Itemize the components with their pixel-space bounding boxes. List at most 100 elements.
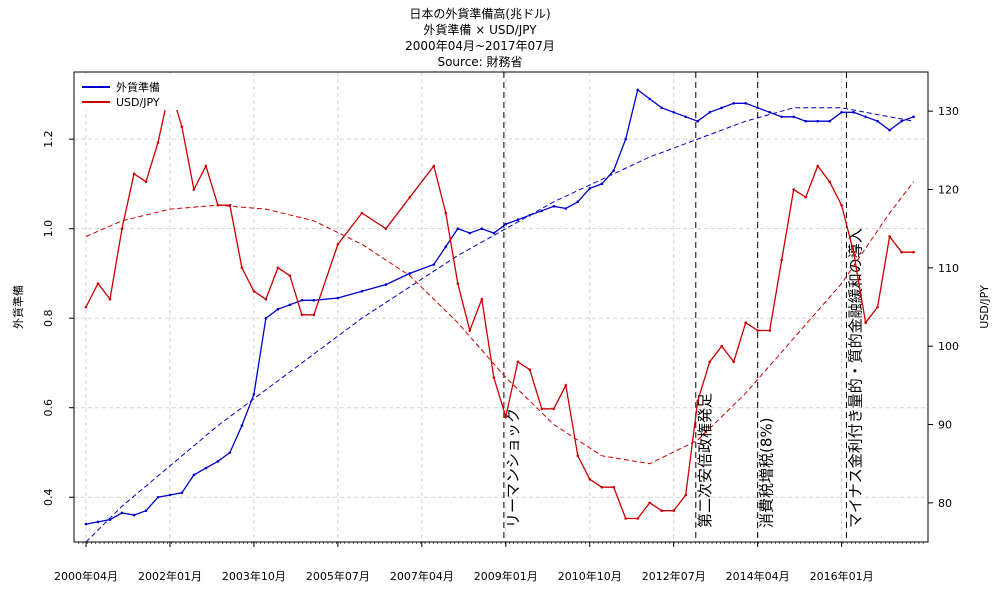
data-point xyxy=(300,299,304,302)
data-point xyxy=(648,97,651,101)
data-point xyxy=(336,243,340,246)
y2-tick-label: 120 xyxy=(938,184,959,197)
data-point xyxy=(216,460,220,463)
data-point xyxy=(576,200,580,204)
data-point xyxy=(552,205,556,208)
data-point xyxy=(864,321,867,325)
data-point xyxy=(432,164,436,168)
data-point xyxy=(180,125,184,129)
y2-tick-label: 110 xyxy=(938,262,959,275)
y2-tick-label: 90 xyxy=(938,419,952,432)
trend-line-1 xyxy=(85,181,914,465)
data-point xyxy=(516,360,520,364)
data-point xyxy=(828,119,831,123)
title-line-1: 日本の外貨準備高(兆ドル) xyxy=(409,6,550,21)
x-tick-label: 2007年04月 xyxy=(390,569,454,583)
legend: 外貨準備 USD/JPY xyxy=(76,74,194,110)
data-point xyxy=(360,290,364,293)
y-tick-label: 0.6 xyxy=(42,399,55,417)
data-point xyxy=(516,218,520,221)
y-tick-label: 0.4 xyxy=(42,488,55,506)
data-point xyxy=(540,209,544,213)
data-point xyxy=(576,454,580,458)
data-point xyxy=(732,360,735,364)
chart-title: 日本の外貨準備高(兆ドル) 外貨準備 × USD/JPY 2000年04月~20… xyxy=(405,6,555,69)
data-point xyxy=(900,119,903,123)
event-markers: リーマンショック 第二次安倍政権発足 消費税増税(8%) マイナス金利付き量的・質的金… xyxy=(503,72,864,542)
x-tick-label: 2009年01月 xyxy=(474,569,538,583)
data-point xyxy=(684,115,687,119)
data-point xyxy=(696,399,699,403)
data-point xyxy=(384,283,388,286)
data-point xyxy=(780,258,783,262)
series-line-0 xyxy=(85,88,914,525)
data-point xyxy=(624,517,627,520)
data-point xyxy=(312,313,316,317)
data-point xyxy=(228,203,232,207)
data-point xyxy=(852,111,855,114)
data-point xyxy=(264,297,268,301)
data-point xyxy=(888,235,891,238)
x-tick-label: 2002年01月 xyxy=(138,569,202,583)
data-point xyxy=(876,305,879,309)
y-tick-label: 1.0 xyxy=(42,220,55,238)
data-point xyxy=(288,274,292,278)
data-point xyxy=(504,222,508,226)
data-point xyxy=(648,501,651,505)
data-point xyxy=(528,368,532,372)
x-tick-label: 2012年07月 xyxy=(642,569,706,583)
data-point xyxy=(588,187,592,190)
data-point xyxy=(624,137,627,141)
data-point xyxy=(444,245,448,248)
data-point xyxy=(720,106,723,110)
data-point xyxy=(828,180,831,183)
data-point xyxy=(84,522,88,526)
data-point xyxy=(888,128,891,132)
trend-lines xyxy=(85,107,914,543)
data-point xyxy=(144,180,148,183)
data-point xyxy=(876,119,879,123)
data-point xyxy=(708,111,711,114)
data-point xyxy=(108,518,112,521)
data-point xyxy=(756,329,759,332)
data-point xyxy=(228,451,232,454)
data-point xyxy=(720,344,723,348)
data-point xyxy=(612,485,615,489)
title-line-2: 外貨準備 × USD/JPY xyxy=(423,22,537,37)
data-point xyxy=(264,316,268,320)
data-point xyxy=(504,415,508,419)
data-point xyxy=(276,307,280,311)
y2-tick-label: 130 xyxy=(938,105,959,118)
data-point xyxy=(96,282,100,285)
plot-frame xyxy=(73,71,929,543)
data-point xyxy=(636,88,639,92)
data-point xyxy=(588,478,592,481)
data-point xyxy=(696,119,699,123)
x-tick-label: 2014年04月 xyxy=(726,569,790,583)
x-tick-label: 2016年01月 xyxy=(810,569,874,583)
y-tick-label: 0.8 xyxy=(42,309,55,327)
data-point xyxy=(252,393,256,396)
data-point xyxy=(492,376,496,379)
y2-axis-title: USD/JPY xyxy=(978,285,991,329)
data-point xyxy=(768,111,771,114)
y-axis-left: 0.4 0.6 0.8 1.0 1.2 xyxy=(42,130,74,506)
data-point xyxy=(912,115,915,119)
y2-tick-label: 100 xyxy=(938,340,959,353)
data-point xyxy=(792,115,795,119)
data-point xyxy=(804,196,807,199)
data-point xyxy=(252,290,256,293)
legend-box xyxy=(76,74,194,110)
data-point xyxy=(564,384,568,387)
data-point xyxy=(312,299,316,302)
data-point xyxy=(168,493,172,497)
data-point xyxy=(132,513,136,517)
data-point xyxy=(180,491,184,495)
y-tick-label: 1.2 xyxy=(42,130,55,148)
data-point xyxy=(408,196,412,199)
data-point xyxy=(456,227,460,230)
data-point xyxy=(276,266,280,270)
data-point xyxy=(468,329,472,332)
data-point xyxy=(96,520,100,524)
